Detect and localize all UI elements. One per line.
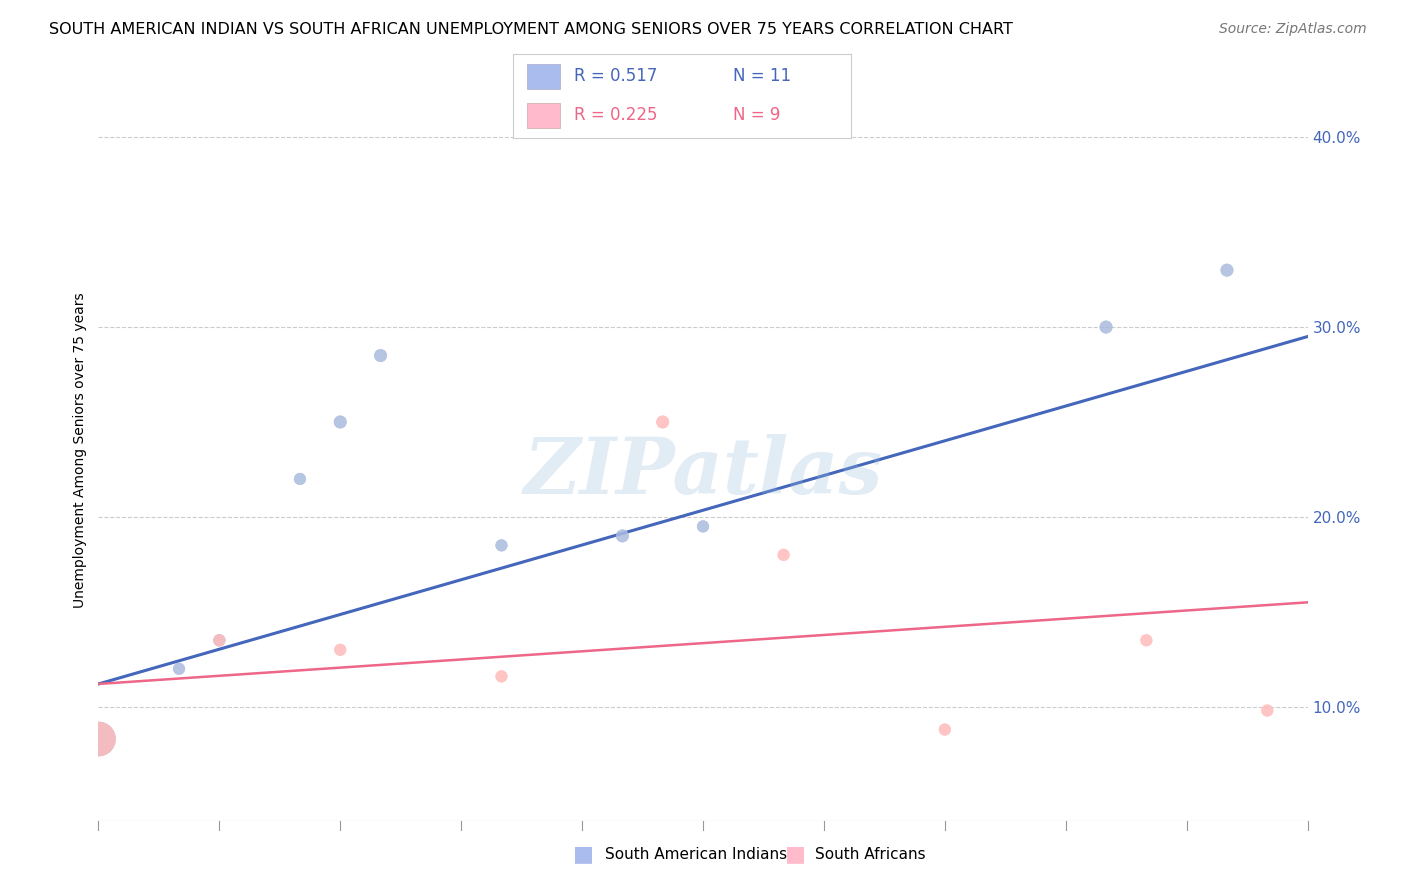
Text: R = 0.225: R = 0.225 bbox=[574, 106, 658, 124]
Bar bbox=[527, 103, 561, 128]
Text: ■: ■ bbox=[574, 845, 593, 864]
Point bbox=[329, 415, 352, 429]
Point bbox=[772, 548, 794, 562]
Point bbox=[692, 519, 714, 533]
Point bbox=[208, 633, 231, 648]
Y-axis label: Unemployment Among Seniors over 75 years: Unemployment Among Seniors over 75 years bbox=[73, 293, 87, 608]
Text: Source: ZipAtlas.com: Source: ZipAtlas.com bbox=[1219, 22, 1367, 37]
Point bbox=[167, 662, 190, 676]
Point bbox=[1256, 704, 1278, 718]
Text: R = 0.517: R = 0.517 bbox=[574, 68, 657, 86]
Point bbox=[491, 669, 513, 683]
Text: South American Indians: South American Indians bbox=[605, 847, 787, 862]
Point bbox=[288, 472, 311, 486]
Point bbox=[934, 723, 956, 737]
Bar bbox=[527, 63, 561, 89]
Point bbox=[1135, 633, 1157, 648]
Point bbox=[612, 529, 634, 543]
Point bbox=[87, 731, 110, 746]
Text: South Africans: South Africans bbox=[815, 847, 927, 862]
Text: ■: ■ bbox=[786, 845, 806, 864]
Point bbox=[329, 642, 352, 657]
Text: SOUTH AMERICAN INDIAN VS SOUTH AFRICAN UNEMPLOYMENT AMONG SENIORS OVER 75 YEARS : SOUTH AMERICAN INDIAN VS SOUTH AFRICAN U… bbox=[49, 22, 1014, 37]
Text: N = 9: N = 9 bbox=[733, 106, 780, 124]
Point bbox=[651, 415, 673, 429]
Text: N = 11: N = 11 bbox=[733, 68, 790, 86]
Point bbox=[208, 633, 231, 648]
Point bbox=[87, 731, 110, 746]
Text: ZIPatlas: ZIPatlas bbox=[523, 434, 883, 511]
Point bbox=[1095, 320, 1118, 334]
Point bbox=[491, 538, 513, 552]
Point bbox=[370, 349, 392, 363]
Point bbox=[1216, 263, 1239, 277]
